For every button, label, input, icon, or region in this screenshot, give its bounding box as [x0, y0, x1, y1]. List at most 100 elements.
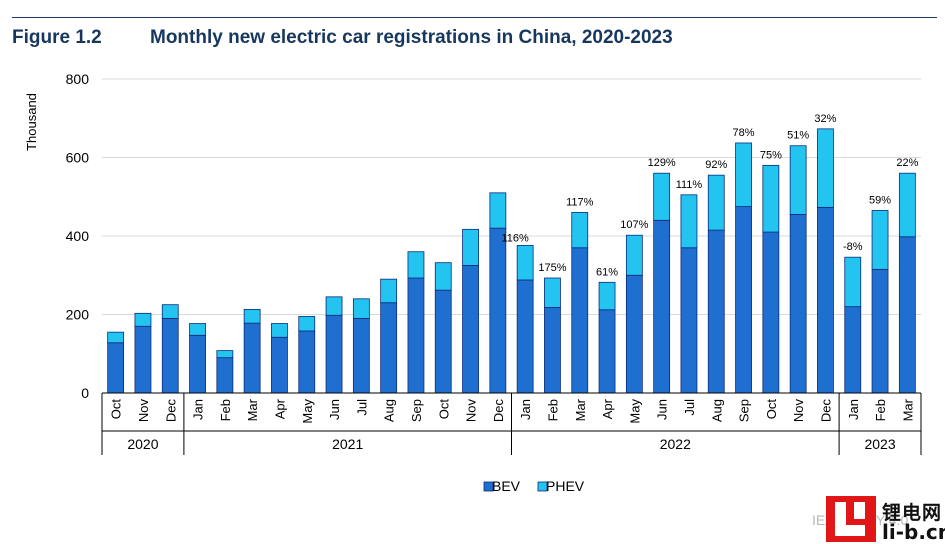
y-tick-label: 800 — [66, 71, 90, 87]
x-tick-label: Aug — [382, 399, 397, 422]
bar-bev — [271, 336, 288, 394]
growth-label: 111% — [676, 179, 703, 191]
growth-label: 59% — [869, 194, 891, 206]
bar-phev — [735, 142, 752, 207]
bar-bev — [844, 306, 862, 394]
x-tick-label: Mar — [245, 398, 260, 421]
x-tick-label: Jul — [354, 399, 369, 416]
bar-bev — [380, 302, 398, 394]
logo-text-en: li-b.cn — [882, 520, 945, 544]
x-tick-label: Jun — [655, 399, 670, 420]
growth-label: 51% — [787, 130, 809, 142]
figure-number: Figure 1.2 — [12, 27, 102, 48]
gridlines — [102, 78, 921, 315]
bar-bev — [680, 247, 698, 394]
x-tick-label: Apr — [600, 398, 615, 419]
bar-phev — [271, 323, 288, 338]
bar-phev — [762, 164, 780, 233]
y-axis-label: Thousand — [24, 93, 39, 151]
y-tick-labels: 0 200 400 600 800 — [66, 71, 90, 401]
x-tick-label: May — [300, 399, 315, 424]
bar-bev — [407, 277, 425, 394]
bar-phev — [352, 298, 370, 319]
x-tick-label: Sep — [409, 399, 424, 422]
x-tick-label: Nov — [136, 399, 151, 423]
x-tick-label: Feb — [545, 399, 560, 421]
bar-phev — [407, 251, 425, 279]
bar-phev — [216, 350, 234, 359]
bar-bev — [898, 236, 916, 394]
growth-label: 175% — [538, 262, 566, 274]
x-tick-label: Sep — [737, 399, 752, 422]
bar-phev — [544, 277, 561, 308]
bar-bev — [516, 279, 534, 394]
x-tick-label: Aug — [709, 399, 724, 422]
y-tick-label: 600 — [66, 150, 90, 166]
bar-bev — [298, 330, 316, 394]
legend-swatch-phev — [537, 481, 548, 492]
legend-swatch-bev — [483, 481, 494, 492]
bar-bev — [134, 325, 152, 394]
year-label: 2021 — [332, 436, 363, 452]
growth-label: -8% — [843, 241, 863, 253]
bar-phev — [871, 210, 889, 270]
figure-header: Figure 1.2 Monthly new electric car regis… — [12, 27, 673, 49]
bar-bev — [789, 214, 807, 394]
bar-phev — [789, 145, 807, 215]
growth-label: 75% — [760, 149, 782, 161]
bar-bev — [243, 322, 261, 394]
bar-phev — [189, 323, 206, 336]
growth-label: 116% — [501, 232, 529, 244]
year-label: 2022 — [660, 436, 691, 452]
bar-bev — [817, 206, 834, 394]
year-label: 2020 — [127, 436, 158, 452]
bar-bev — [625, 274, 643, 394]
bar-phev — [817, 128, 834, 208]
site-logo: 锂电网 li-b.cn — [826, 496, 945, 544]
bar-bev — [489, 227, 507, 394]
y-tick-label: 0 — [81, 385, 89, 401]
growth-label: 78% — [733, 127, 755, 139]
bar-bev — [571, 247, 589, 394]
bar-bev — [325, 314, 343, 394]
x-tick-label: Apr — [272, 398, 287, 419]
bar-phev — [298, 316, 316, 332]
growth-label: 117% — [566, 196, 594, 208]
growth-label: 107% — [620, 219, 648, 231]
x-tick-label: Feb — [873, 399, 888, 421]
year-label: 2023 — [864, 436, 895, 452]
y-tick-label: 400 — [66, 228, 90, 244]
legend-label: PHEV — [546, 478, 585, 494]
growth-labels: 116% 175% 117% 61% 107% 129%111%92% 78% 75% 51% 3… — [501, 113, 918, 278]
y-tick-label: 200 — [66, 307, 90, 323]
x-tick-label: Dec — [163, 399, 178, 423]
growth-label: 129% — [648, 157, 676, 169]
bar-phev — [598, 281, 616, 311]
x-tick-label: Jun — [327, 399, 342, 420]
bar-bev — [107, 342, 125, 394]
x-tick-label: Nov — [464, 399, 479, 423]
bar-bev — [544, 307, 561, 394]
bar-phev — [571, 212, 589, 249]
bar-bev — [871, 268, 889, 394]
bar-phev — [161, 304, 179, 319]
growth-label: 32% — [814, 113, 836, 125]
bar-bev — [434, 289, 452, 394]
x-tick-label: Jul — [682, 399, 697, 416]
legend-label: BEV — [492, 478, 521, 494]
bar-phev — [134, 312, 152, 327]
bar-phev — [243, 308, 261, 324]
bar-phev — [898, 172, 916, 238]
bar-phev — [844, 256, 862, 308]
bar-bev — [598, 309, 616, 394]
x-tick-label: Nov — [791, 399, 806, 423]
x-tick-label: May — [627, 399, 642, 424]
growth-label: 92% — [705, 159, 727, 171]
legend: BEV PHEV — [483, 478, 585, 494]
bar-phev — [489, 192, 507, 229]
bar-phev — [625, 234, 643, 276]
bar-phev — [462, 228, 479, 266]
x-tick-label: Dec — [491, 399, 506, 423]
bar-bev — [653, 219, 671, 394]
